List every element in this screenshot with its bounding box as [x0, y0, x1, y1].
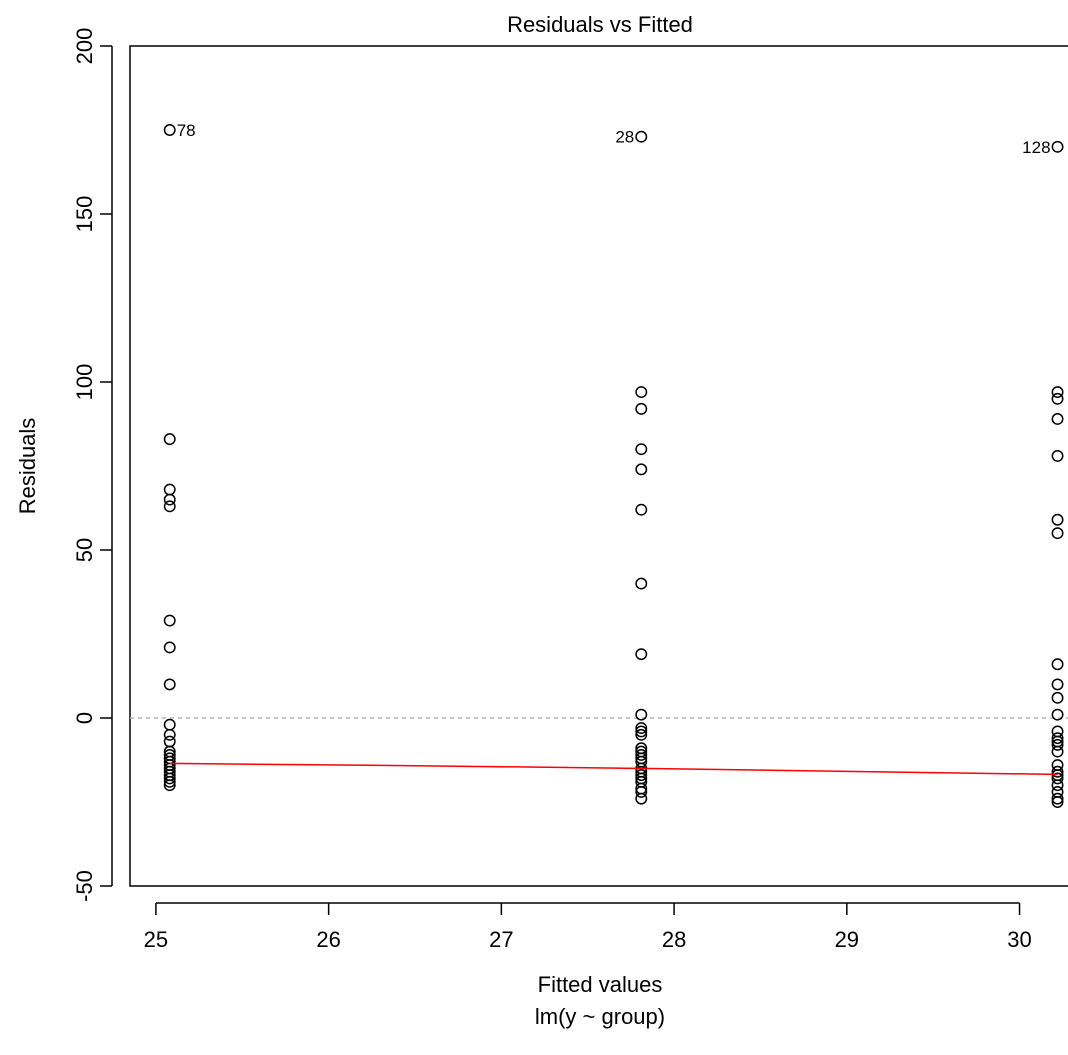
data-point [1051, 732, 1064, 745]
y-axis: -50 0 50 100 150 200 [72, 28, 113, 902]
data-point [163, 433, 176, 446]
x-tick-label: 28 [662, 927, 686, 952]
data-point [635, 725, 648, 738]
data-point [635, 463, 648, 476]
data-point [163, 678, 176, 691]
y-tick-label: 50 [72, 538, 97, 562]
data-point [1051, 708, 1064, 721]
data-point [1051, 386, 1064, 399]
data-point [635, 785, 648, 798]
data-points [163, 124, 1064, 808]
data-point [163, 775, 176, 788]
data-point [1051, 527, 1064, 540]
data-point [1051, 392, 1064, 405]
data-point [163, 735, 176, 748]
plot-area [129, 45, 1068, 887]
data-point [163, 483, 176, 496]
data-point [1051, 792, 1064, 805]
y-tick-label: 0 [72, 712, 97, 724]
data-point [635, 792, 648, 805]
x-tick-label: 27 [489, 927, 513, 952]
data-point [163, 779, 176, 792]
data-point [1051, 413, 1064, 425]
data-point [635, 708, 648, 721]
y-tick-label: 150 [72, 196, 97, 233]
data-point [635, 402, 648, 415]
x-tick-label: 30 [1007, 927, 1031, 952]
data-point [635, 503, 648, 516]
outlier-label: 78 [177, 121, 196, 140]
x-tick-label: 25 [144, 927, 168, 952]
data-point [1051, 658, 1064, 671]
data-point [635, 130, 648, 143]
smooth-trend-line [169, 762, 1058, 776]
data-point [163, 772, 176, 785]
data-point [163, 493, 176, 506]
data-point [1051, 449, 1064, 462]
chart-title: Residuals vs Fitted [507, 12, 693, 37]
data-point [163, 614, 176, 627]
data-point [635, 749, 648, 761]
outlier-labels: 78 28 128 [177, 121, 1051, 157]
data-point [1051, 140, 1064, 153]
data-point [1051, 691, 1064, 704]
y-tick-label: 200 [72, 28, 97, 65]
y-tick-label: 100 [72, 364, 97, 401]
data-point [1051, 513, 1064, 526]
data-point [163, 728, 176, 741]
data-point [163, 500, 176, 513]
y-tick-label: -50 [72, 870, 97, 902]
x-tick-label: 26 [316, 927, 340, 952]
data-point [635, 443, 648, 456]
data-point [1051, 745, 1064, 758]
data-point [163, 718, 176, 731]
outlier-label: 28 [615, 128, 634, 147]
data-point [635, 577, 648, 590]
outlier-label: 128 [1022, 138, 1050, 157]
x-axis-label: Fitted values [538, 972, 663, 997]
data-point [635, 722, 648, 735]
data-point [1051, 772, 1064, 785]
data-point [163, 641, 176, 654]
data-point [1051, 765, 1064, 778]
chart-subtitle: lm(y ~ group) [535, 1004, 665, 1029]
data-point [635, 769, 648, 782]
data-point [1051, 678, 1064, 691]
x-tick-label: 29 [835, 927, 859, 952]
data-point [1051, 738, 1064, 751]
data-point [1051, 779, 1064, 792]
x-axis: 25 26 27 28 29 30 [144, 902, 1032, 952]
data-point [635, 648, 648, 661]
data-point [635, 728, 648, 741]
data-point [163, 124, 176, 136]
data-point [635, 386, 648, 399]
y-axis-label: Residuals [15, 418, 40, 515]
data-point [1051, 796, 1064, 808]
